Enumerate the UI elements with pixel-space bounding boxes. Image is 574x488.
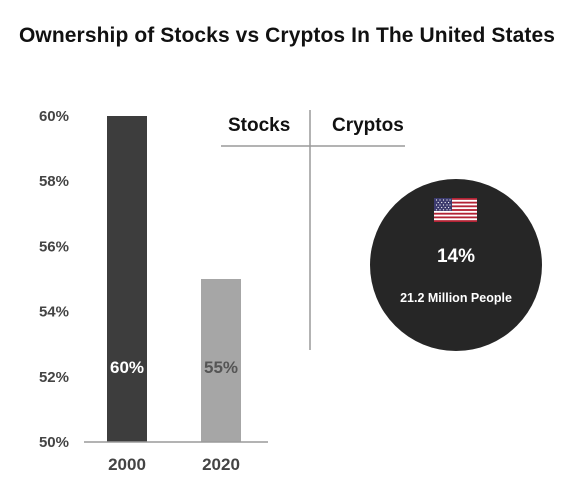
crypto-ownership-percent: 14% — [436, 246, 476, 267]
y-axis-ticks: 60% 58% 56% 54% 52% 50% — [39, 108, 69, 451]
y-tick-label: 50% — [39, 434, 69, 451]
bar-data-label: 55% — [204, 358, 238, 377]
bar-2020 — [201, 279, 241, 442]
x-tick-label: 2020 — [202, 455, 240, 474]
bar-data-label: 60% — [110, 358, 144, 377]
cryptos-column-header: Cryptos — [332, 115, 404, 136]
bar-2000 — [107, 116, 147, 442]
y-tick-label: 56% — [39, 238, 69, 255]
x-axis-ticks: 2000 2020 — [108, 455, 240, 474]
y-tick-label: 54% — [39, 304, 69, 321]
y-tick-label: 60% — [39, 108, 69, 125]
y-tick-label: 58% — [39, 173, 69, 190]
bar-data-labels: 60% 55% — [110, 358, 238, 377]
crypto-owners-count: 21.2 Million People — [400, 291, 512, 305]
y-tick-label: 52% — [39, 369, 69, 386]
us-flag-icon — [434, 198, 477, 222]
x-tick-label: 2000 — [108, 455, 146, 474]
bars — [107, 116, 241, 442]
chart-title: Ownership of Stocks vs Cryptos In The Un… — [18, 24, 556, 47]
stocks-column-header: Stocks — [228, 115, 291, 136]
